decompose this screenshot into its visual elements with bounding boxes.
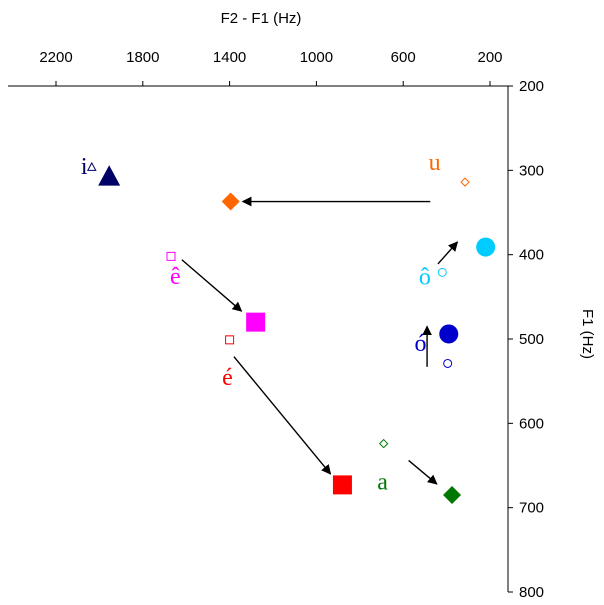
x-tick-label: 200 <box>477 49 502 66</box>
vowel-label-ô: ô <box>419 265 431 291</box>
marker-é-filled <box>332 475 352 495</box>
y-tick-label: 600 <box>519 415 544 432</box>
x-tick-label: 2200 <box>39 49 72 66</box>
arrow-ô <box>437 241 459 265</box>
marker-é-open <box>225 335 235 345</box>
vowel-label-é: é <box>222 365 233 391</box>
y-tick-label: 300 <box>519 162 544 179</box>
vowel-label-i: i <box>81 154 88 180</box>
marker-ê-open <box>166 251 176 261</box>
vowel-label-a: a <box>377 470 388 496</box>
arrow-a <box>408 459 438 485</box>
marker-ê-filled <box>246 312 266 332</box>
vowel-labels: i u ê ô é ó a <box>81 150 441 496</box>
vowel-label-u: u <box>429 150 441 176</box>
marker-ô-filled <box>476 237 496 257</box>
y-tick-label: 800 <box>519 584 544 601</box>
marker-i-open <box>86 161 97 171</box>
arrows <box>181 196 459 485</box>
vowel-label-ó: ó <box>415 331 427 357</box>
x-axis: 2200 1800 1400 1000 600 200 <box>8 49 508 87</box>
y-tick-label: 700 <box>519 500 544 517</box>
data-points <box>86 161 496 505</box>
arrow-ê <box>181 259 243 312</box>
marker-u-open <box>460 177 470 187</box>
marker-u-filled <box>221 192 240 211</box>
x-tick-label: 1800 <box>126 49 159 66</box>
marker-a-filled <box>443 486 462 505</box>
marker-ó-filled <box>439 324 459 344</box>
y-axis: 200 300 400 500 600 700 800 <box>507 78 544 601</box>
y-tick-label: 400 <box>519 247 544 264</box>
y-tick-label: 200 <box>519 78 544 95</box>
x-tick-label: 1400 <box>213 49 246 66</box>
x-tick-label: 1000 <box>300 49 333 66</box>
y-tick-label: 500 <box>519 331 544 348</box>
marker-ó-open <box>443 358 453 368</box>
arrow-é <box>233 356 332 475</box>
marker-ô-open <box>437 267 447 277</box>
marker-a-open <box>378 438 389 449</box>
x-axis-title: F2 - F1 (Hz) <box>221 10 302 27</box>
y-axis-title: F1 (Hz) <box>579 309 596 359</box>
vowel-label-ê: ê <box>170 264 181 290</box>
x-tick-label: 600 <box>391 49 416 66</box>
marker-i-filled <box>98 165 121 186</box>
